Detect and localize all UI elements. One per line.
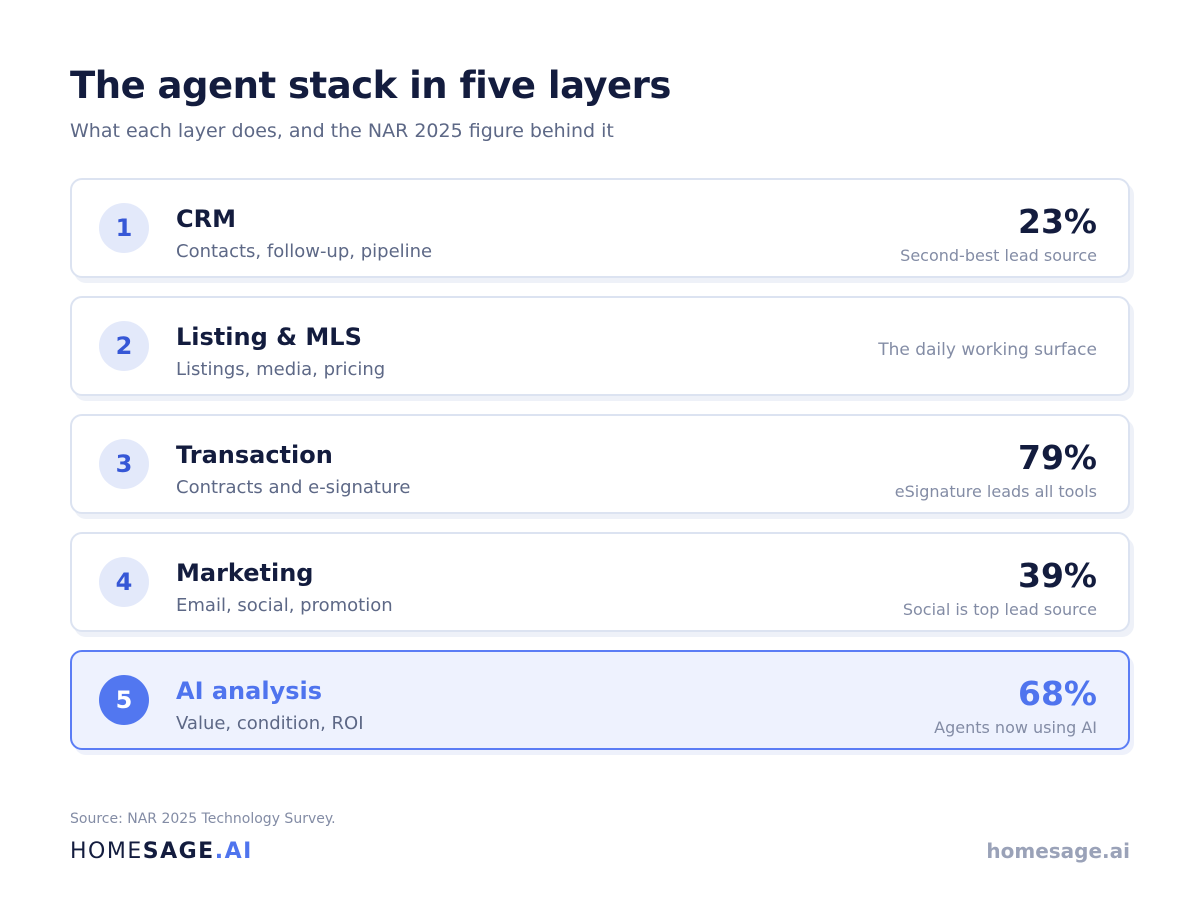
layer-card-marketing: 4 Marketing Email, social, promotion 39%… [70,532,1130,632]
layer-name: Marketing [176,559,314,587]
layer-card-crm: 1 CRM Contacts, follow-up, pipeline 23% … [70,178,1130,278]
layer-description: Contracts and e-signature [176,477,411,498]
layer-card-transaction: 3 Transaction Contracts and e-signature … [70,414,1130,514]
layer-stat-note: Second-best lead source [900,246,1097,265]
layer-name: Transaction [176,441,333,469]
homesage-logo: HOMESAGE.AI [70,839,253,864]
layer-stat: 39% [1018,556,1097,595]
source-note: Source: NAR 2025 Technology Survey. [70,811,336,827]
layer-stat-note: The daily working surface [878,340,1097,360]
layer-number-badge: 2 [99,321,149,371]
layer-description: Listings, media, pricing [176,359,386,380]
layer-stat: 79% [1018,438,1097,477]
website-link[interactable]: homesage.ai [986,839,1130,863]
layer-name: AI analysis [176,677,323,705]
layer-stat-note: eSignature leads all tools [894,482,1097,501]
layer-name: Listing & MLS [176,323,362,351]
layer-name: CRM [176,205,236,233]
logo-text-ai: .AI [214,839,253,864]
layer-number-badge: 1 [99,203,149,253]
layer-card-ai-analysis: 5 AI analysis Value, condition, ROI 68% … [70,650,1130,750]
layer-description: Email, social, promotion [176,595,393,616]
layer-number-badge: 5 [99,675,149,725]
layer-stat: 23% [1018,202,1097,241]
logo-text-home: HOME [70,839,143,864]
page-title: The agent stack in five layers [70,64,671,107]
layer-stat-note: Social is top lead source [902,600,1097,619]
layer-number-badge: 3 [99,439,149,489]
layer-description: Contacts, follow-up, pipeline [176,241,433,262]
layer-stat-note: Agents now using AI [934,718,1097,737]
logo-text-sage: SAGE [142,839,215,864]
layer-list: 1 CRM Contacts, follow-up, pipeline 23% … [70,178,1130,768]
layer-description: Value, condition, ROI [176,713,364,734]
layer-stat: 68% [1018,674,1097,713]
layer-card-listing-mls: 2 Listing & MLS Listings, media, pricing… [70,296,1130,396]
layer-number-badge: 4 [99,557,149,607]
page-subtitle: What each layer does, and the NAR 2025 f… [70,120,614,142]
